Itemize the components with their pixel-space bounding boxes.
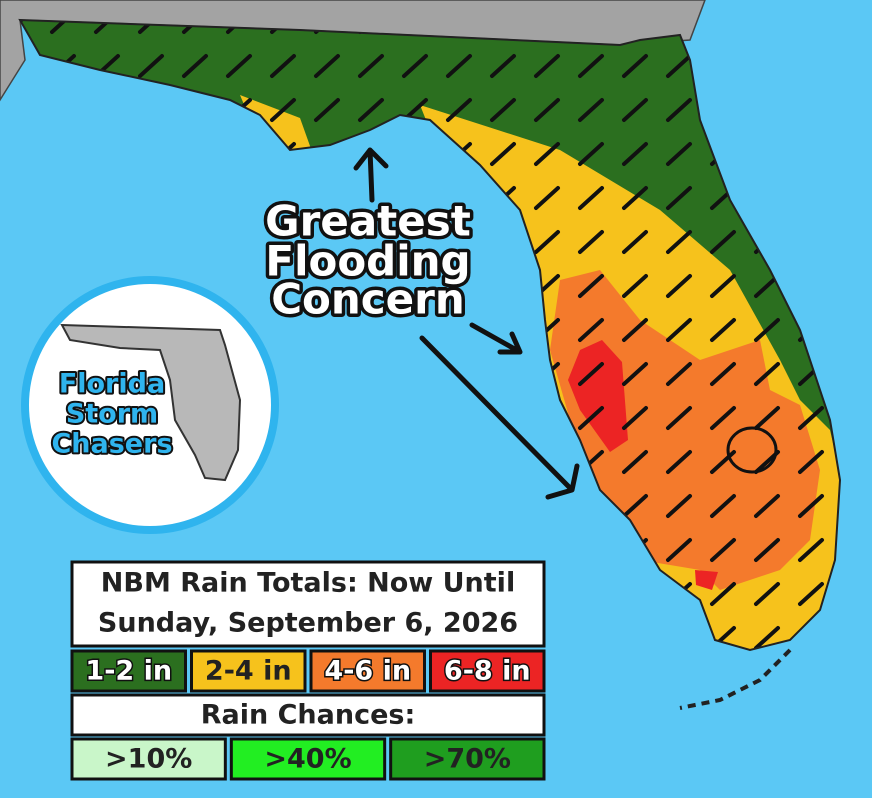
rain-total-label: 2-4 in: [205, 656, 292, 687]
rain-total-label: 6-8 in: [444, 656, 531, 687]
rain-chances-title: Rain Chances:: [201, 700, 416, 731]
rain-total-swatch: [70, 649, 187, 693]
rain-chance-swatch: [229, 737, 387, 781]
arrow: [469, 322, 523, 355]
logo-map: [60, 323, 242, 482]
rain-chances-box: [70, 693, 546, 737]
rain-chance-label: >10%: [105, 744, 192, 775]
logo: Florida Storm Chasers: [21, 276, 279, 534]
arrow: [353, 147, 389, 203]
rain-total-swatch: [429, 649, 546, 693]
arrow: [419, 335, 580, 500]
annotation-line: Concern: [271, 275, 465, 324]
arrows: [353, 147, 580, 500]
rain-chance-swatch: [389, 737, 546, 781]
rain-total-label: 1-2 in: [85, 656, 172, 687]
annotation-line: Greatest: [265, 197, 471, 246]
legend-title: Sunday, September 6, 2026: [98, 608, 518, 639]
rain-chance-label: >40%: [264, 744, 351, 775]
logo-line: Chasers: [51, 429, 172, 460]
rain-chance-label: >70%: [424, 744, 511, 775]
annotation-line: Flooding: [265, 237, 470, 286]
rain-total-swatch: [309, 649, 426, 693]
legend-title: NBM Rain Totals: Now Until: [101, 568, 515, 599]
legend-title-box: [70, 560, 546, 648]
logo-line: Florida: [59, 369, 165, 400]
florida-outline: [18, 18, 842, 652]
logo-line: Storm: [66, 399, 158, 430]
rain-chance-swatch: [70, 737, 227, 781]
rain-total-label: 4-6 in: [324, 656, 411, 687]
rain-total-swatch: [190, 649, 307, 693]
legend: NBM Rain Totals: Now Until Sunday, Septe…: [70, 560, 546, 781]
florida-keys: [679, 648, 792, 710]
lake-okeechobee: [726, 426, 778, 474]
